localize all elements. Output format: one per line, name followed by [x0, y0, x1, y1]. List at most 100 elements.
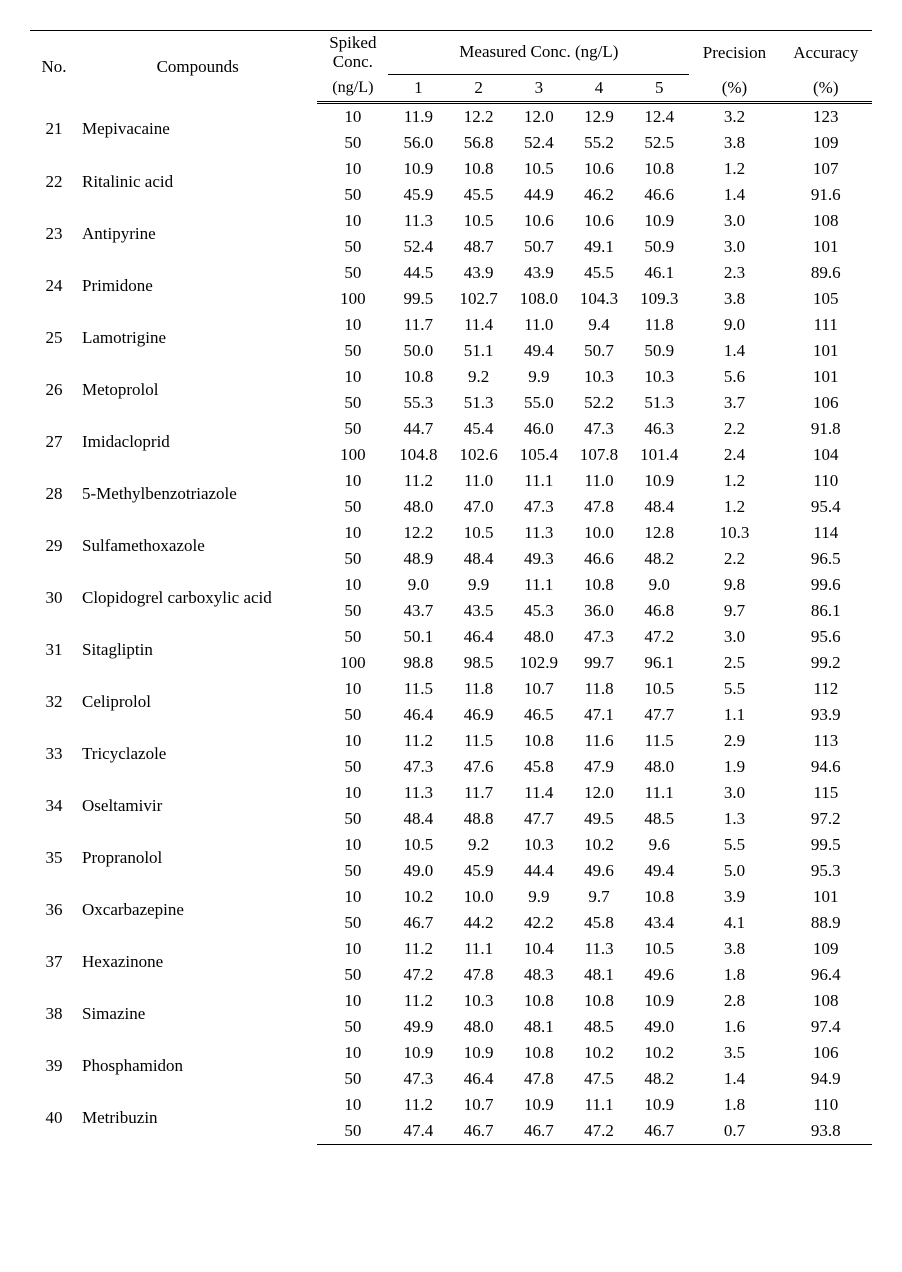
- table-row: 32Celiprolol1011.511.810.711.810.55.5112: [30, 676, 872, 702]
- cell-m2: 47.8: [449, 962, 509, 988]
- cell-m3: 108.0: [509, 286, 569, 312]
- cell-m3: 45.8: [509, 754, 569, 780]
- cell-precision: 1.4: [689, 182, 779, 208]
- cell-precision: 3.0: [689, 234, 779, 260]
- cell-spiked: 10: [317, 208, 388, 234]
- cell-accuracy: 95.6: [780, 624, 872, 650]
- cell-spiked: 50: [317, 416, 388, 442]
- cell-accuracy: 104: [780, 442, 872, 468]
- cell-m1: 48.9: [388, 546, 448, 572]
- cell-m5: 9.6: [629, 832, 689, 858]
- cell-precision: 1.2: [689, 494, 779, 520]
- cell-precision: 10.3: [689, 520, 779, 546]
- cell-m3: 10.4: [509, 936, 569, 962]
- cell-m4: 10.0: [569, 520, 629, 546]
- cell-m3: 47.7: [509, 806, 569, 832]
- cell-precision: 9.0: [689, 312, 779, 338]
- cell-m2: 46.7: [449, 1118, 509, 1145]
- cell-m5: 10.5: [629, 676, 689, 702]
- cell-m4: 47.2: [569, 1118, 629, 1145]
- cell-no: 29: [30, 520, 78, 572]
- cell-m1: 11.2: [388, 1092, 448, 1118]
- cell-m2: 48.7: [449, 234, 509, 260]
- cell-m4: 45.5: [569, 260, 629, 286]
- table-row: 39Phosphamidon1010.910.910.810.210.23.51…: [30, 1040, 872, 1066]
- table-body: 21Mepivacaine1011.912.212.012.912.43.212…: [30, 102, 872, 1144]
- cell-accuracy: 88.9: [780, 910, 872, 936]
- cell-m4: 12.9: [569, 102, 629, 130]
- cell-m2: 47.6: [449, 754, 509, 780]
- cell-precision: 3.0: [689, 624, 779, 650]
- cell-m3: 48.0: [509, 624, 569, 650]
- cell-precision: 3.5: [689, 1040, 779, 1066]
- cell-precision: 2.8: [689, 988, 779, 1014]
- cell-no: 37: [30, 936, 78, 988]
- cell-m1: 11.5: [388, 676, 448, 702]
- cell-m3: 46.5: [509, 702, 569, 728]
- cell-m5: 96.1: [629, 650, 689, 676]
- cell-accuracy: 94.6: [780, 754, 872, 780]
- cell-precision: 5.0: [689, 858, 779, 884]
- cell-m1: 10.9: [388, 1040, 448, 1066]
- cell-m2: 48.8: [449, 806, 509, 832]
- table-row: 34Oseltamivir1011.311.711.412.011.13.011…: [30, 780, 872, 806]
- cell-accuracy: 108: [780, 988, 872, 1014]
- cell-precision: 2.4: [689, 442, 779, 468]
- cell-m1: 104.8: [388, 442, 448, 468]
- cell-m1: 10.8: [388, 364, 448, 390]
- cell-m3: 44.9: [509, 182, 569, 208]
- cell-spiked: 50: [317, 1014, 388, 1040]
- cell-m4: 10.2: [569, 1040, 629, 1066]
- cell-m1: 11.2: [388, 728, 448, 754]
- table-row: 24Primidone5044.543.943.945.546.12.389.6: [30, 260, 872, 286]
- cell-m3: 11.1: [509, 468, 569, 494]
- cell-m1: 11.7: [388, 312, 448, 338]
- cell-m3: 9.9: [509, 364, 569, 390]
- col-measured-header: Measured Conc. (ng/L): [388, 31, 689, 75]
- cell-precision: 3.7: [689, 390, 779, 416]
- cell-m5: 109.3: [629, 286, 689, 312]
- cell-m5: 10.2: [629, 1040, 689, 1066]
- cell-precision: 3.8: [689, 286, 779, 312]
- cell-m5: 49.0: [629, 1014, 689, 1040]
- table-row: 26Metoprolol1010.89.29.910.310.35.6101: [30, 364, 872, 390]
- cell-m2: 11.1: [449, 936, 509, 962]
- cell-precision: 1.9: [689, 754, 779, 780]
- cell-m3: 46.0: [509, 416, 569, 442]
- cell-m3: 47.3: [509, 494, 569, 520]
- cell-precision: 1.2: [689, 156, 779, 182]
- spiked-line1: Spiked: [329, 33, 376, 52]
- cell-compound: Primidone: [78, 260, 317, 312]
- table-row: 23Antipyrine1011.310.510.610.610.93.0108: [30, 208, 872, 234]
- cell-m2: 12.2: [449, 102, 509, 130]
- cell-no: 36: [30, 884, 78, 936]
- cell-m2: 48.0: [449, 1014, 509, 1040]
- cell-accuracy: 101: [780, 338, 872, 364]
- cell-precision: 3.0: [689, 208, 779, 234]
- cell-precision: 1.2: [689, 468, 779, 494]
- cell-m3: 49.4: [509, 338, 569, 364]
- cell-m4: 49.5: [569, 806, 629, 832]
- cell-m5: 10.3: [629, 364, 689, 390]
- cell-accuracy: 94.9: [780, 1066, 872, 1092]
- cell-precision: 2.2: [689, 546, 779, 572]
- cell-spiked: 10: [317, 884, 388, 910]
- cell-spiked: 10: [317, 832, 388, 858]
- cell-accuracy: 89.6: [780, 260, 872, 286]
- cell-accuracy: 93.8: [780, 1118, 872, 1145]
- cell-m5: 46.6: [629, 182, 689, 208]
- cell-spiked: 50: [317, 546, 388, 572]
- cell-accuracy: 95.3: [780, 858, 872, 884]
- cell-precision: 3.2: [689, 102, 779, 130]
- cell-m4: 47.3: [569, 624, 629, 650]
- cell-accuracy: 101: [780, 884, 872, 910]
- cell-m2: 9.2: [449, 364, 509, 390]
- cell-m1: 99.5: [388, 286, 448, 312]
- cell-spiked: 10: [317, 572, 388, 598]
- cell-m1: 47.2: [388, 962, 448, 988]
- cell-no: 39: [30, 1040, 78, 1092]
- cell-spiked: 50: [317, 962, 388, 988]
- cell-m1: 44.5: [388, 260, 448, 286]
- cell-spiked: 100: [317, 286, 388, 312]
- cell-m1: 48.4: [388, 806, 448, 832]
